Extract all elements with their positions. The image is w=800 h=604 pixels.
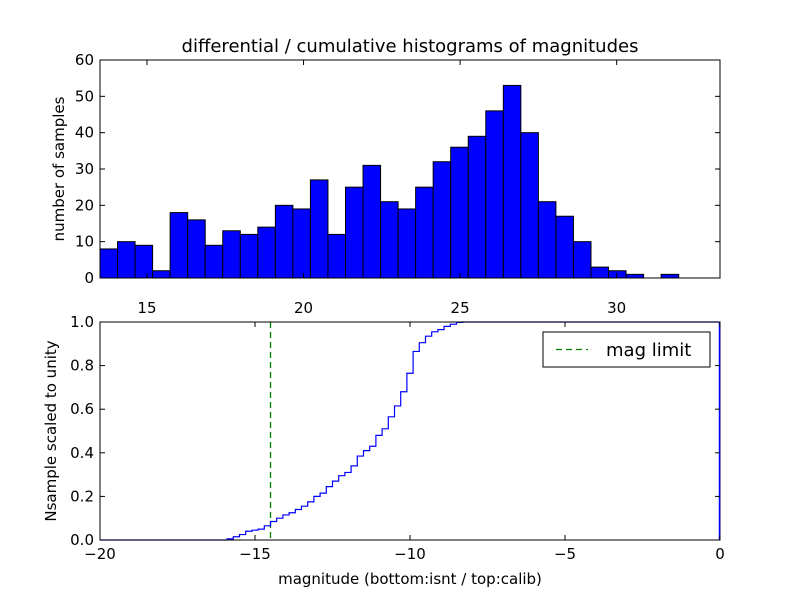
histogram-bar [625,273,645,279]
histogram-bar [292,208,311,279]
histogram-bar [327,233,346,279]
histogram-bar [555,215,574,279]
histogram-bar [204,244,224,279]
y-tick-label: 0 [84,269,94,287]
histogram-bar [432,161,452,279]
histogram-bar [257,226,276,279]
top-histogram-bars [99,84,680,279]
x-tick-label: 0 [715,545,725,563]
x-tick-label: 20 [294,299,313,317]
bottom-axis-ticks: 0.0 0.2 0.4 0.6 0.8 1.0 −20 −15 −10 −5 0 [70,313,725,563]
y-tick-label: 0.2 [70,487,94,505]
x-tick-label: 15 [137,299,156,317]
x-tick-label: −5 [554,545,576,563]
histogram-bar [152,270,171,279]
histogram-bar [309,179,329,279]
histogram-bar [117,241,136,279]
top-chart-title: differential / cumulative histograms of … [182,36,639,57]
x-tick-label: −20 [84,545,116,563]
x-tick-label: 30 [607,299,626,317]
x-tick-label: 25 [451,299,470,317]
y-tick-label: 60 [75,51,94,69]
y-tick-label: 0.0 [70,531,94,549]
histogram-bar [380,201,399,279]
y-tick-label: 30 [75,160,94,178]
histogram-bar [362,164,382,279]
histogram-bar [467,135,487,279]
histogram-bar [239,233,259,279]
histogram-bar [590,266,610,279]
x-tick-label: −15 [239,545,271,563]
histogram-bar [450,146,469,279]
y-tick-label: 0.6 [70,400,94,418]
legend-mag-limit-label: mag limit [606,340,691,361]
histogram-bar [608,270,627,279]
y-tick-label: 0.8 [70,357,94,375]
y-tick-label: 10 [75,233,94,251]
histogram-bar [169,212,189,279]
histogram-bar [520,132,539,279]
histogram-bar [187,219,206,279]
y-tick-label: 1.0 [70,313,94,331]
histogram-bar [415,186,434,279]
cumulative-step-line [100,321,719,541]
legend: mag limit [542,331,711,368]
x-tick-label: −10 [394,545,426,563]
histogram-bar [344,186,364,279]
histogram-bar [485,110,504,279]
y-tick-label: 50 [75,87,94,105]
y-tick-label: 0.4 [70,444,94,462]
top-ylabel: number of samples [50,96,68,241]
histogram-bar [572,241,592,279]
histogram-bar [537,201,557,279]
histogram-bar [222,230,241,279]
bottom-xlabel: magnitude (bottom:isnt / top:calib) [278,570,542,588]
top-axis-ticks: 0 10 20 30 40 50 60 15 20 25 30 [75,51,720,317]
y-tick-label: 40 [75,124,94,142]
histogram-bar [134,244,154,279]
histogram-bar [397,208,417,279]
bottom-ylabel: Nsample scaled to unity [42,340,60,521]
y-tick-label: 20 [75,196,94,214]
histogram-bar [274,204,294,279]
histogram-bar [660,273,680,279]
histogram-bar [502,84,522,279]
histogram-bar [99,248,119,279]
